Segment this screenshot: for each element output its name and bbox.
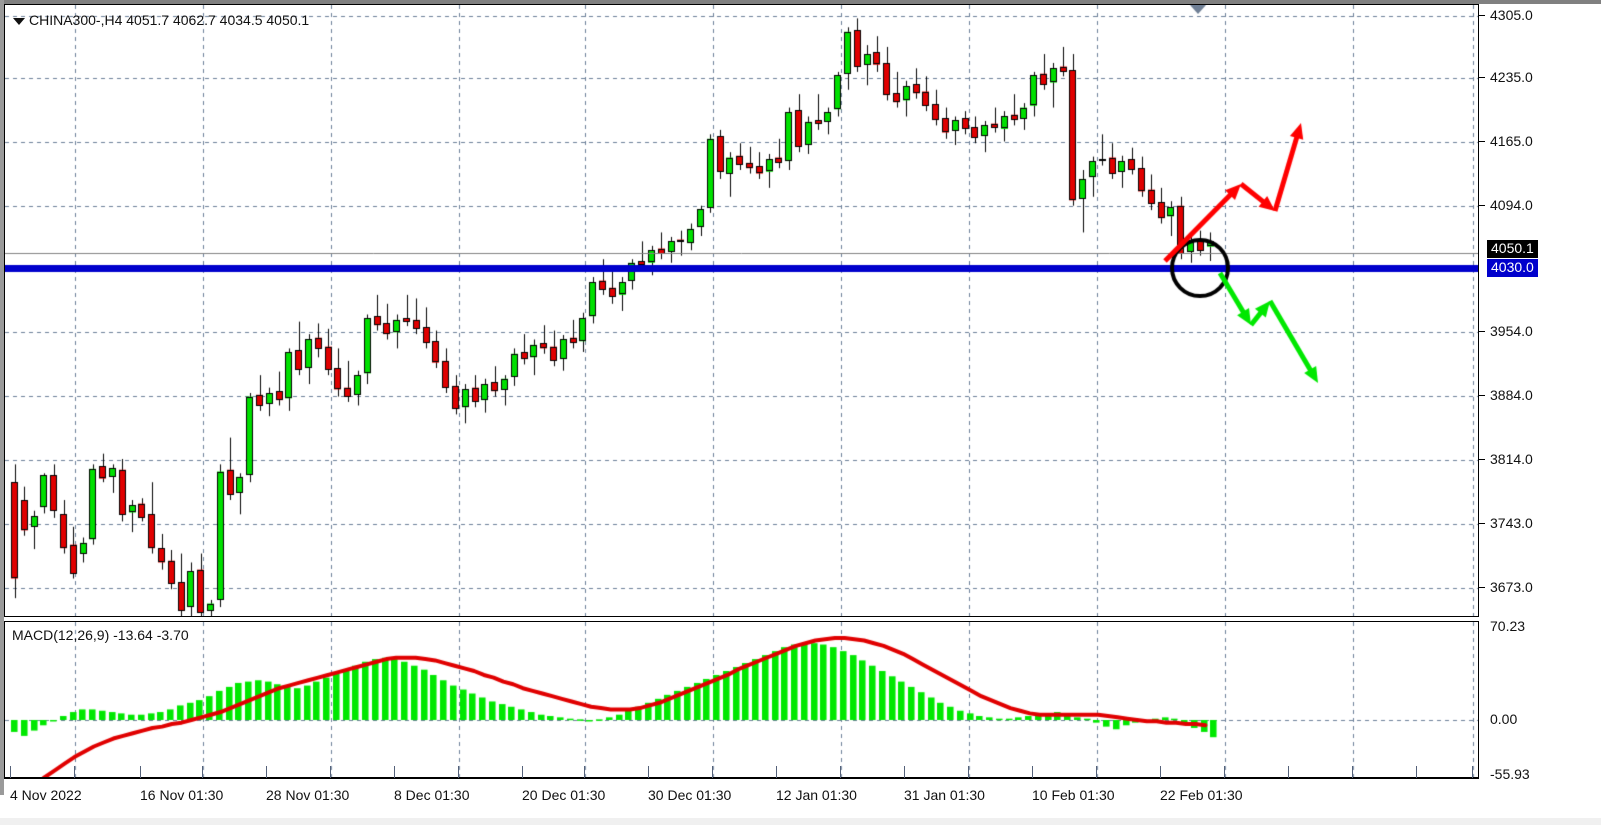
price-axis-label: 3673.0	[1490, 579, 1533, 595]
price-tick	[1479, 205, 1485, 206]
collapse-triangle-icon[interactable]	[13, 18, 25, 25]
x-tick	[74, 766, 75, 778]
x-axis-label: 31 Jan 01:30	[904, 787, 985, 803]
x-axis-label: 22 Feb 01:30	[1160, 787, 1243, 803]
x-tick	[968, 766, 969, 778]
macd-y-axis[interactable]: 70.23 0.00 -55.93	[1479, 618, 1601, 782]
symbol-header: CHINA300-,H4 4051.7 4062.7 4034.5 4050.1	[29, 12, 310, 28]
x-tick	[584, 766, 585, 778]
price-tick	[1479, 587, 1485, 588]
current-price-chip: 4050.1	[1487, 240, 1538, 258]
x-tick	[1352, 766, 1353, 778]
window-left-strip	[0, 0, 4, 795]
x-axis-line	[4, 778, 1479, 779]
x-tick	[394, 766, 395, 778]
x-tick	[140, 766, 141, 778]
price-tick	[1479, 395, 1485, 396]
x-tick	[1096, 766, 1097, 778]
x-tick	[1416, 766, 1417, 778]
x-axis-label: 28 Nov 01:30	[266, 787, 350, 803]
x-tick	[458, 766, 459, 778]
price-tick	[1479, 331, 1485, 332]
x-axis-label: 10 Feb 01:30	[1032, 787, 1115, 803]
price-axis-label: 4305.0	[1490, 7, 1533, 23]
x-tick	[1032, 766, 1033, 778]
macd-panel[interactable]: MACD(12,26,9) -13.64 -3.70	[4, 621, 1479, 778]
window-bottom-strip	[0, 818, 1601, 825]
x-tick	[522, 766, 523, 778]
support-price-chip: 4030.0	[1487, 259, 1538, 277]
window-top-strip	[0, 0, 1601, 4]
x-tick	[648, 766, 649, 778]
price-axis-label: 4235.0	[1490, 69, 1533, 85]
price-axis-label: 3954.0	[1490, 323, 1533, 339]
x-axis-label: 20 Dec 01:30	[522, 787, 606, 803]
x-tick	[202, 766, 203, 778]
price-axis-label: 3814.0	[1490, 451, 1533, 467]
x-axis-label: 4 Nov 2022	[10, 787, 82, 803]
macd-title: MACD(12,26,9) -13.64 -3.70	[12, 627, 189, 643]
x-tick	[904, 766, 905, 778]
x-tick	[1288, 766, 1289, 778]
price-axis-label: 4094.0	[1490, 197, 1533, 213]
x-tick	[10, 766, 11, 778]
macd-canvas[interactable]	[5, 622, 1478, 777]
x-tick	[266, 766, 267, 778]
macd-axis-label: 0.00	[1490, 711, 1518, 727]
price-panel[interactable]: CHINA300-,H4 4051.7 4062.7 4034.5 4050.1	[4, 4, 1479, 617]
price-canvas[interactable]	[5, 5, 1478, 616]
x-tick	[1472, 766, 1473, 778]
price-tick	[1479, 15, 1485, 16]
x-tick	[776, 766, 777, 778]
macd-axis-label: -55.93	[1490, 766, 1530, 782]
macd-axis-label: 70.23	[1490, 618, 1526, 634]
x-tick	[712, 766, 713, 778]
price-axis-label: 3884.0	[1490, 387, 1533, 403]
price-tick	[1479, 141, 1485, 142]
x-axis-label: 16 Nov 01:30	[140, 787, 224, 803]
price-axis-label: 4165.0	[1490, 133, 1533, 149]
x-tick	[1160, 766, 1161, 778]
x-axis-label: 12 Jan 01:30	[776, 787, 857, 803]
x-tick	[330, 766, 331, 778]
price-tick	[1479, 459, 1485, 460]
price-y-axis[interactable]: 4305.0 4235.0 4165.0 4094.0 3954.0 3884.0 3814…	[1479, 4, 1601, 617]
x-axis[interactable]: 4 Nov 2022 16 Nov 01:30 28 Nov 01:30 8 Dec …	[4, 766, 1479, 825]
price-axis-label: 3743.0	[1490, 515, 1533, 531]
x-axis-label: 30 Dec 01:30	[648, 787, 732, 803]
x-tick	[840, 766, 841, 778]
price-tick	[1479, 77, 1485, 78]
x-tick	[1224, 766, 1225, 778]
price-tick	[1479, 523, 1485, 524]
x-axis-label: 8 Dec 01:30	[394, 787, 470, 803]
